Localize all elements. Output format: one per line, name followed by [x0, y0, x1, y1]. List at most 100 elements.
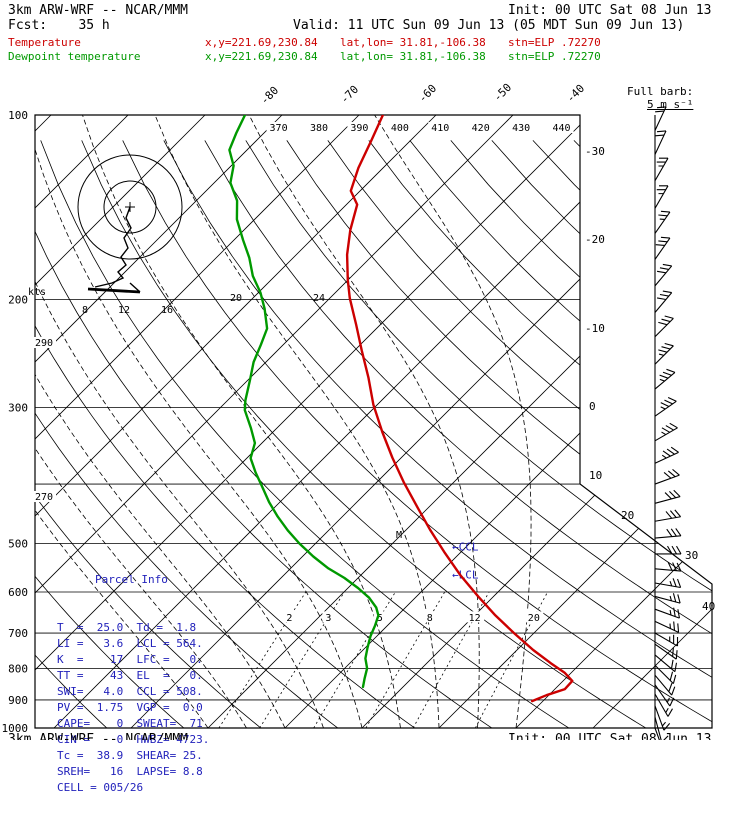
wind-barb-feather	[678, 594, 680, 603]
wind-barb-feather	[664, 723, 670, 730]
dewpoint-grid-xy: x,y=221.69,230.84	[205, 51, 318, 62]
wind-barb-feather	[670, 672, 672, 681]
wind-barb-staff	[655, 569, 681, 571]
wind-barb-feather	[655, 111, 664, 112]
wind-barb-staff	[655, 131, 666, 155]
dry-adiabat-line	[246, 140, 740, 740]
dry-adiabat-line	[492, 140, 740, 740]
wind-barb-feather	[667, 529, 672, 536]
temperature-legend-label: Temperature	[8, 37, 81, 48]
annotation-m: M	[396, 530, 402, 541]
parcel-info-line: PV = 1.75 VGP = 0.0	[57, 700, 209, 716]
parcel-info-line: Tc = 38.9 SHEAR= 25.	[57, 748, 209, 764]
temperature-grid-xy: x,y=221.69,230.84	[205, 37, 318, 48]
wind-barb-feather	[672, 546, 677, 554]
wind-barb-feather	[663, 264, 672, 266]
wind-barb-feather	[666, 511, 672, 518]
theta-top-label: 410	[431, 123, 449, 134]
theta-top-label: 420	[472, 123, 490, 134]
wind-barb-feather	[665, 493, 671, 499]
annotation-12: 12	[118, 305, 130, 316]
parcel-info-line: SREH= 16 LAPSE= 8.8	[57, 764, 209, 780]
wind-barb-staff	[655, 475, 679, 484]
wind-barb-feather	[661, 211, 670, 212]
wind-barb-feather	[671, 660, 673, 669]
wind-barb-half-feather	[661, 407, 666, 409]
wind-barb-staff	[655, 401, 676, 416]
annotation-kts: kts	[28, 287, 46, 298]
wind-barb-feather	[663, 372, 671, 375]
dewpoint-latlon: lat,lon= 31.81,-106.38	[340, 51, 486, 62]
wind-barb-staff	[655, 694, 668, 717]
pressure-tick-label: 100	[8, 109, 28, 122]
annotation-16: 16	[161, 305, 173, 316]
level-marker-label: ←CCL	[452, 541, 479, 554]
wind-barb-feather	[678, 609, 680, 618]
cropped-next-frame-header: 3km ARW-WRF -- NCAR/MMM Init: 00 UTC Sat…	[0, 733, 740, 740]
isotherm-right-label: -30	[585, 145, 605, 158]
wind-barb-feather	[660, 375, 668, 378]
wind-barb-feather	[674, 490, 680, 496]
theta-top-label: 390	[350, 123, 368, 134]
annotation-20: 20	[230, 293, 242, 304]
wind-barb-feather	[678, 579, 681, 587]
wind-barb-feather	[666, 369, 674, 372]
wind-barb-feather	[667, 449, 674, 454]
wind-barb-feather	[665, 343, 674, 345]
wind-barb-feather	[662, 428, 670, 432]
wind-barb-feather	[664, 400, 672, 404]
pressure-tick-label: 600	[8, 586, 28, 599]
wind-barb-feather	[673, 675, 675, 684]
wind-barb-feather	[657, 298, 666, 300]
wind-barb-feather	[662, 347, 671, 349]
wind-barb-feather	[655, 135, 664, 136]
annotation-24: 24	[313, 293, 325, 304]
wind-barb-feather	[676, 528, 681, 535]
pressure-tick-label: 300	[8, 401, 28, 414]
wind-barb-staff	[655, 318, 673, 336]
dry-adiabat-line	[205, 140, 740, 740]
theta-left-label: 290	[35, 338, 53, 349]
wind-barb-feather	[664, 472, 671, 478]
wind-barb-half-feather	[660, 379, 665, 381]
wind-barb-feather	[673, 578, 676, 586]
wind-barb-feather	[658, 350, 667, 352]
isotherm-top-label: -70	[338, 83, 361, 106]
theta-left-label: 270	[35, 492, 53, 503]
wind-barb-feather	[670, 511, 676, 518]
wind-barb-feather	[663, 451, 670, 456]
wind-barb-feather	[658, 215, 667, 216]
parcel-info-line: SWI= 4.0 CCL = 508.	[57, 684, 209, 700]
wind-barb-feather	[657, 271, 666, 273]
wind-barb-half-feather	[662, 722, 665, 726]
wind-barb-feather	[673, 469, 680, 475]
hodograph-trace	[95, 207, 131, 287]
parcel-info-line: T = 25.0 Td = 1.8	[57, 620, 209, 636]
wind-barb-feather	[670, 423, 678, 427]
barb-legend-value: 5 m s⁻¹	[647, 99, 693, 110]
model-title: 3km ARW-WRF -- NCAR/MMM	[8, 4, 188, 17]
wind-barb-feather	[672, 687, 675, 695]
wind-barb-staff	[655, 621, 679, 632]
wind-barb-half-feather	[661, 432, 665, 434]
isotherm-top-label: -50	[491, 81, 514, 104]
isotherm-line	[516, 115, 740, 728]
pressure-tick-label: 800	[8, 663, 28, 676]
wind-barb-feather	[665, 316, 674, 318]
wind-barb-feather	[657, 131, 666, 132]
wind-barb-feather	[673, 648, 674, 657]
wind-barb-staff	[655, 372, 675, 389]
wind-barb-feather	[670, 698, 674, 706]
wind-barb-half-feather	[662, 455, 666, 458]
theta-top-label: 370	[270, 123, 288, 134]
barb-legend-title: Full barb:	[627, 86, 693, 97]
theta-top-label: 440	[553, 123, 571, 134]
dry-adiabat-line	[410, 140, 740, 740]
isotherm-right-label: -20	[585, 233, 605, 246]
mixing-ratio-label: 2	[286, 613, 292, 624]
wind-barb-staff	[655, 706, 664, 730]
wind-barb-feather	[673, 593, 675, 602]
wind-barb-staff	[655, 497, 680, 504]
